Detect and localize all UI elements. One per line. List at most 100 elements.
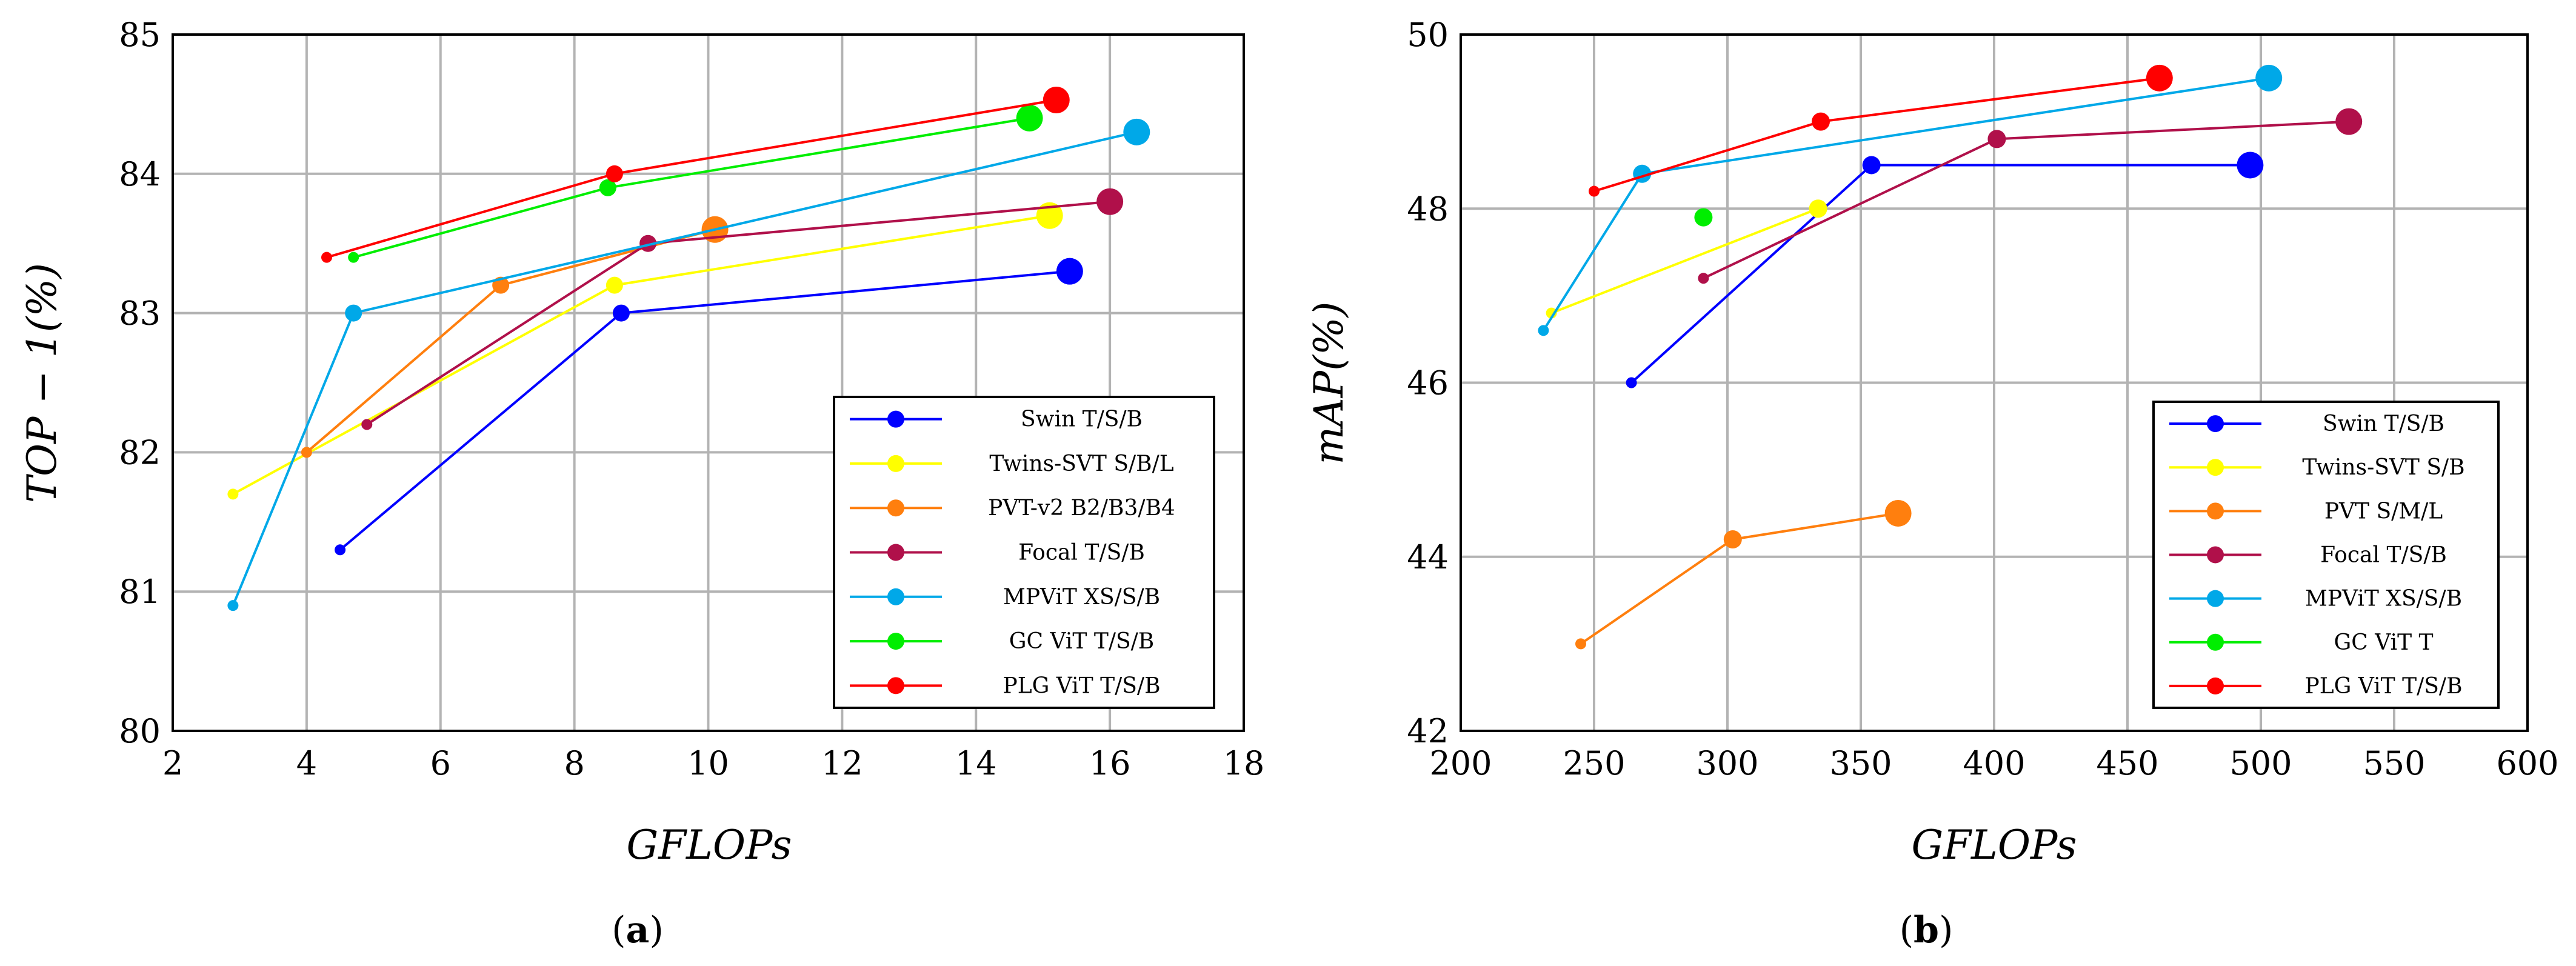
legend-label: GC ViT T/S/B (1009, 629, 1154, 654)
data-point (1056, 258, 1083, 285)
y-tick-label: 81 (119, 573, 161, 611)
legend-marker (2207, 415, 2224, 433)
legend-marker (2207, 459, 2224, 476)
data-point (1546, 307, 1557, 319)
x-tick-label: 8 (564, 744, 584, 782)
data-point (1698, 273, 1709, 284)
y-tick-label: 50 (1407, 16, 1449, 54)
y-axis-label: TOP − 1(%) (19, 263, 65, 503)
data-point (1575, 638, 1586, 650)
legend-marker (887, 410, 904, 428)
data-point (345, 304, 362, 322)
x-tick-label: 350 (1829, 744, 1892, 782)
x-tick-label: 250 (1563, 744, 1625, 782)
y-tick-label: 48 (1407, 190, 1449, 228)
series-3 (1698, 108, 2363, 284)
x-tick-label: 400 (1963, 744, 2025, 782)
chart-b: 200 250 300 350 400 450 500 550 600 42 44 46 48 50 GFL… (1306, 16, 2559, 868)
legend-label: Twins-SVT S/B/L (989, 451, 1173, 476)
y-tick-label: 85 (119, 16, 161, 54)
y-axis-label: mAP(%) (1306, 302, 1352, 465)
legend-label: MPViT XS/S/B (2305, 587, 2462, 611)
x-tick-label: 16 (1089, 744, 1131, 782)
panel-caption-b: (b) (1900, 909, 1954, 951)
data-point (348, 251, 359, 263)
data-point (612, 304, 630, 322)
y-tick-label: 44 (1407, 538, 1449, 576)
data-point (2335, 108, 2363, 135)
panel-caption-a: (a) (612, 909, 664, 951)
y-tick-label: 83 (119, 295, 161, 333)
legend-marker (887, 499, 904, 517)
data-point (1538, 325, 1549, 336)
data-point (2146, 64, 2173, 92)
data-point (361, 419, 373, 430)
data-point (2237, 152, 2264, 179)
legend-label: PLG ViT T/S/B (1003, 673, 1160, 698)
legend-marker (2207, 590, 2224, 607)
series-6 (321, 87, 1070, 263)
plot-frame (1460, 33, 2529, 732)
series-line (1550, 207, 1819, 315)
legend-label: Focal T/S/B (2320, 543, 2447, 568)
x-tick-label: 14 (955, 744, 997, 782)
chart-a: 2 4 6 8 10 12 14 16 18 80 81 82 83 84 85 GFLOPs TOP − 1(… (19, 16, 1264, 868)
series-2 (1575, 499, 1912, 650)
x-axis-label: GFLOPs (1912, 822, 2077, 868)
legend-marker (2207, 546, 2224, 564)
legend-marker (887, 588, 904, 605)
legend-label: GC ViT T (2334, 630, 2433, 655)
data-point (639, 235, 657, 252)
legend-label: Swin T/S/B (1021, 407, 1143, 432)
data-point (1589, 185, 1600, 197)
series-line (1580, 511, 1898, 645)
y-tick-label: 46 (1407, 364, 1449, 402)
y-tick-label: 82 (119, 433, 161, 471)
x-tick-label: 4 (296, 744, 317, 782)
data-point (1123, 118, 1150, 145)
data-point (1862, 156, 1881, 175)
plot-frame (172, 33, 1245, 732)
legend-marker (887, 633, 904, 650)
data-point (227, 488, 239, 500)
x-tick-label: 550 (2363, 744, 2425, 782)
legend-label: Focal T/S/B (1018, 541, 1145, 565)
series-0 (1626, 152, 2264, 388)
x-tick-label: 500 (2229, 744, 2292, 782)
legend-label: Swin T/S/B (2323, 411, 2444, 436)
legend-marker (2207, 633, 2224, 651)
legend-marker (2207, 677, 2224, 695)
data-point (1884, 499, 1912, 527)
x-tick-label: 10 (687, 744, 729, 782)
data-point (1723, 530, 1742, 549)
data-point (227, 600, 239, 611)
data-point (1096, 188, 1124, 215)
y-tick-label: 42 (1407, 712, 1449, 750)
data-point (1043, 87, 1070, 114)
panel-letter-a: a (626, 909, 650, 951)
x-tick-label: 2 (162, 744, 183, 782)
x-tick-label: 6 (430, 744, 451, 782)
data-point (599, 179, 616, 196)
data-point (321, 251, 333, 263)
y-tick-label: 84 (119, 155, 161, 193)
legend: Swin T/S/B Twins-SVT S/B PVT S/M/L Focal T/… (2152, 401, 2500, 709)
legend-label: PVT-v2 B2/B3/B4 (988, 496, 1175, 521)
data-point (1809, 199, 1827, 218)
legend-marker (887, 455, 904, 472)
data-point (606, 165, 623, 182)
legend-label: PVT S/M/L (2324, 499, 2443, 524)
x-tick-label: 18 (1223, 744, 1265, 782)
x-tick-label: 450 (2096, 744, 2158, 782)
legend-label: MPViT XS/S/B (1003, 585, 1160, 610)
data-point (1987, 130, 2006, 148)
legend-label: Twins-SVT S/B (2302, 455, 2464, 480)
data-point (606, 276, 623, 294)
legend-marker (887, 544, 904, 561)
x-tick-label: 600 (2496, 744, 2558, 782)
x-tick-label: 300 (1696, 744, 1758, 782)
x-tick-label: 12 (821, 744, 863, 782)
series-line (1630, 164, 2251, 384)
legend-marker (2207, 502, 2224, 520)
